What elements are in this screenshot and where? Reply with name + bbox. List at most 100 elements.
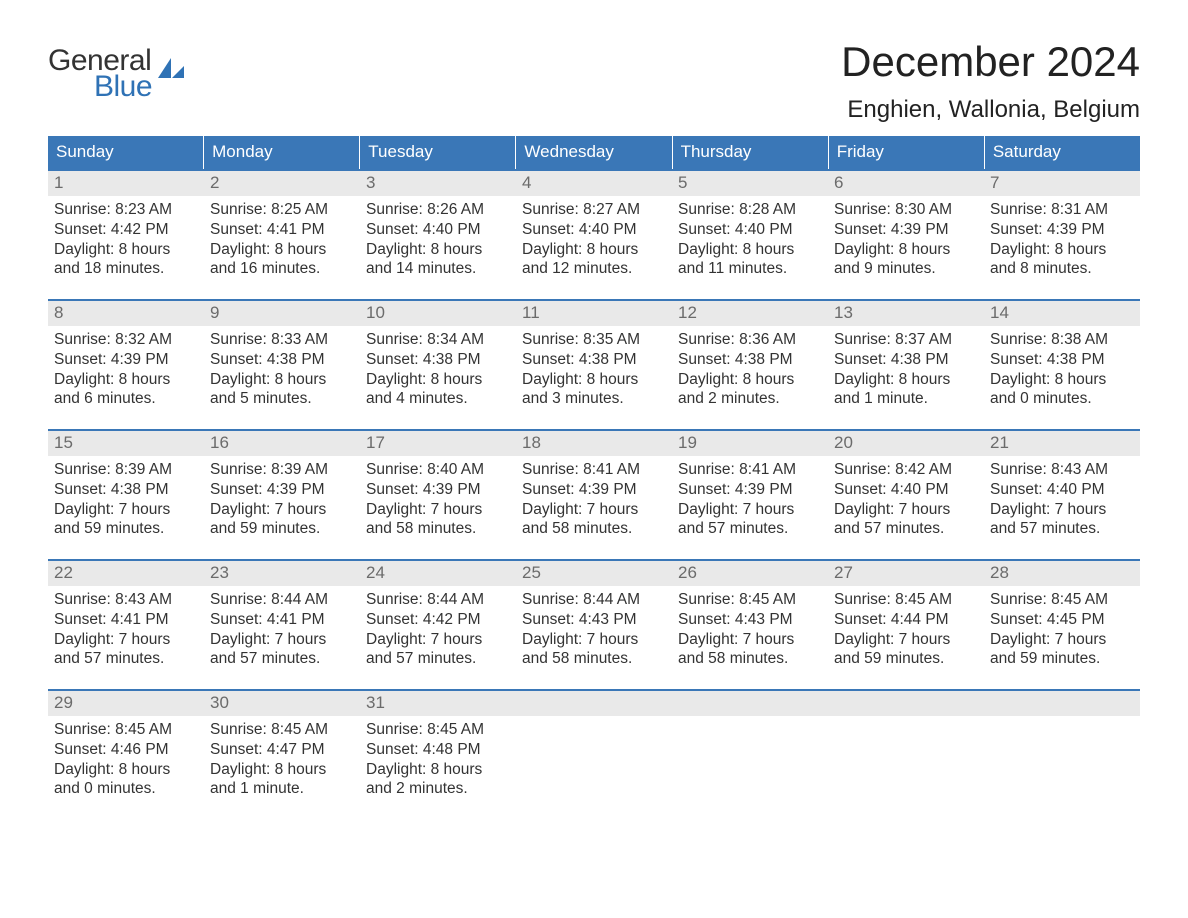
day-line: Daylight: 7 hours [522, 630, 666, 650]
day-line: Sunset: 4:39 PM [678, 480, 822, 500]
day-number: 23 [204, 561, 360, 586]
day-number: 19 [672, 431, 828, 456]
day-line: Sunset: 4:38 PM [210, 350, 354, 370]
day-cell: 26Sunrise: 8:45 AMSunset: 4:43 PMDayligh… [672, 561, 828, 689]
day-line: and 57 minutes. [54, 649, 198, 669]
day-number: 15 [48, 431, 204, 456]
day-number: 3 [360, 171, 516, 196]
week-row: 22Sunrise: 8:43 AMSunset: 4:41 PMDayligh… [48, 559, 1140, 689]
week-row: 8Sunrise: 8:32 AMSunset: 4:39 PMDaylight… [48, 299, 1140, 429]
day-line: Sunset: 4:38 PM [54, 480, 198, 500]
day-cell [828, 691, 984, 819]
day-line: and 14 minutes. [366, 259, 510, 279]
day-line: Sunrise: 8:30 AM [834, 200, 978, 220]
day-line: Sunset: 4:39 PM [366, 480, 510, 500]
day-cell: 23Sunrise: 8:44 AMSunset: 4:41 PMDayligh… [204, 561, 360, 689]
day-cell: 29Sunrise: 8:45 AMSunset: 4:46 PMDayligh… [48, 691, 204, 819]
day-line: and 3 minutes. [522, 389, 666, 409]
logo: General Blue [48, 38, 184, 104]
day-line: Daylight: 7 hours [54, 630, 198, 650]
day-number: 30 [204, 691, 360, 716]
day-line: Sunrise: 8:45 AM [54, 720, 198, 740]
day-cell: 6Sunrise: 8:30 AMSunset: 4:39 PMDaylight… [828, 171, 984, 299]
day-line: Sunrise: 8:37 AM [834, 330, 978, 350]
day-line: Sunset: 4:39 PM [54, 350, 198, 370]
day-line: Daylight: 8 hours [990, 370, 1134, 390]
day-line: and 59 minutes. [990, 649, 1134, 669]
day-content: Sunrise: 8:45 AMSunset: 4:43 PMDaylight:… [672, 586, 828, 675]
day-line: Daylight: 7 hours [366, 500, 510, 520]
day-number: 7 [984, 171, 1140, 196]
day-line: Daylight: 8 hours [834, 240, 978, 260]
day-header-cell: Tuesday [359, 136, 515, 169]
day-line: and 2 minutes. [366, 779, 510, 799]
week-row: 15Sunrise: 8:39 AMSunset: 4:38 PMDayligh… [48, 429, 1140, 559]
day-content: Sunrise: 8:31 AMSunset: 4:39 PMDaylight:… [984, 196, 1140, 285]
day-line: Sunrise: 8:42 AM [834, 460, 978, 480]
day-number: 5 [672, 171, 828, 196]
logo-text-bottom: Blue [48, 70, 184, 104]
day-cell: 15Sunrise: 8:39 AMSunset: 4:38 PMDayligh… [48, 431, 204, 559]
day-line: Sunrise: 8:39 AM [210, 460, 354, 480]
day-line: Daylight: 7 hours [834, 500, 978, 520]
day-number-empty [516, 691, 672, 716]
day-line: and 59 minutes. [834, 649, 978, 669]
day-cell: 20 Sunrise: 8:42 AMSunset: 4:40 PMDayligh… [828, 431, 984, 559]
day-line: Daylight: 8 hours [522, 240, 666, 260]
day-number: 18 [516, 431, 672, 456]
day-content: Sunrise: 8:39 AMSunset: 4:39 PMDaylight:… [204, 456, 360, 545]
day-line: and 57 minutes. [990, 519, 1134, 539]
day-line: Sunset: 4:42 PM [366, 610, 510, 630]
day-line: and 16 minutes. [210, 259, 354, 279]
day-line: Daylight: 8 hours [54, 370, 198, 390]
day-line: Sunset: 4:39 PM [210, 480, 354, 500]
day-number: 17 [360, 431, 516, 456]
day-line: and 11 minutes. [678, 259, 822, 279]
day-line: Sunrise: 8:27 AM [522, 200, 666, 220]
day-header-row: SundayMondayTuesdayWednesdayThursdayFrid… [48, 136, 1140, 169]
day-content: Sunrise: 8:44 AMSunset: 4:42 PMDaylight:… [360, 586, 516, 675]
day-content: Sunrise: 8:39 AMSunset: 4:38 PMDaylight:… [48, 456, 204, 545]
page-title: December 2024 [841, 38, 1140, 86]
day-content: Sunrise: 8:35 AMSunset: 4:38 PMDaylight:… [516, 326, 672, 415]
day-cell: 4Sunrise: 8:27 AMSunset: 4:40 PMDaylight… [516, 171, 672, 299]
day-content: Sunrise: 8:30 AMSunset: 4:39 PMDaylight:… [828, 196, 984, 285]
day-number: 28 [984, 561, 1140, 586]
day-line: Daylight: 8 hours [678, 240, 822, 260]
day-cell: 10Sunrise: 8:34 AMSunset: 4:38 PMDayligh… [360, 301, 516, 429]
day-content: Sunrise: 8:41 AMSunset: 4:39 PMDaylight:… [672, 456, 828, 545]
day-line: and 59 minutes. [54, 519, 198, 539]
day-cell [516, 691, 672, 819]
day-line: and 0 minutes. [54, 779, 198, 799]
day-number: 26 [672, 561, 828, 586]
day-cell: 31Sunrise: 8:45 AMSunset: 4:48 PMDayligh… [360, 691, 516, 819]
day-line: Daylight: 7 hours [522, 500, 666, 520]
day-line: Sunrise: 8:23 AM [54, 200, 198, 220]
day-line: Sunset: 4:42 PM [54, 220, 198, 240]
day-content: Sunrise: 8:43 AMSunset: 4:41 PMDaylight:… [48, 586, 204, 675]
day-cell: 22Sunrise: 8:43 AMSunset: 4:41 PMDayligh… [48, 561, 204, 689]
day-content: Sunrise: 8:45 AMSunset: 4:47 PMDaylight:… [204, 716, 360, 805]
day-line: Sunrise: 8:36 AM [678, 330, 822, 350]
day-number-empty [828, 691, 984, 716]
day-line: Sunset: 4:40 PM [834, 480, 978, 500]
day-cell: 12Sunrise: 8:36 AMSunset: 4:38 PMDayligh… [672, 301, 828, 429]
day-number: 20 [828, 431, 984, 456]
day-line: Sunrise: 8:45 AM [210, 720, 354, 740]
day-cell: 21Sunrise: 8:43 AMSunset: 4:40 PMDayligh… [984, 431, 1140, 559]
day-line: Daylight: 8 hours [366, 760, 510, 780]
day-content: Sunrise: 8:34 AMSunset: 4:38 PMDaylight:… [360, 326, 516, 415]
day-line: Sunrise: 8:43 AM [990, 460, 1134, 480]
day-line: and 1 minute. [834, 389, 978, 409]
day-content: Sunrise: 8:28 AMSunset: 4:40 PMDaylight:… [672, 196, 828, 285]
day-header-cell: Monday [203, 136, 359, 169]
header: General Blue December 2024 Enghien, Wall… [48, 38, 1140, 124]
day-line: and 6 minutes. [54, 389, 198, 409]
location-text: Enghien, Wallonia, Belgium [841, 96, 1140, 124]
day-line: Sunrise: 8:32 AM [54, 330, 198, 350]
day-line: Sunrise: 8:31 AM [990, 200, 1134, 220]
day-header-cell: Saturday [984, 136, 1140, 169]
day-line: Daylight: 8 hours [678, 370, 822, 390]
day-number: 12 [672, 301, 828, 326]
day-number: 9 [204, 301, 360, 326]
